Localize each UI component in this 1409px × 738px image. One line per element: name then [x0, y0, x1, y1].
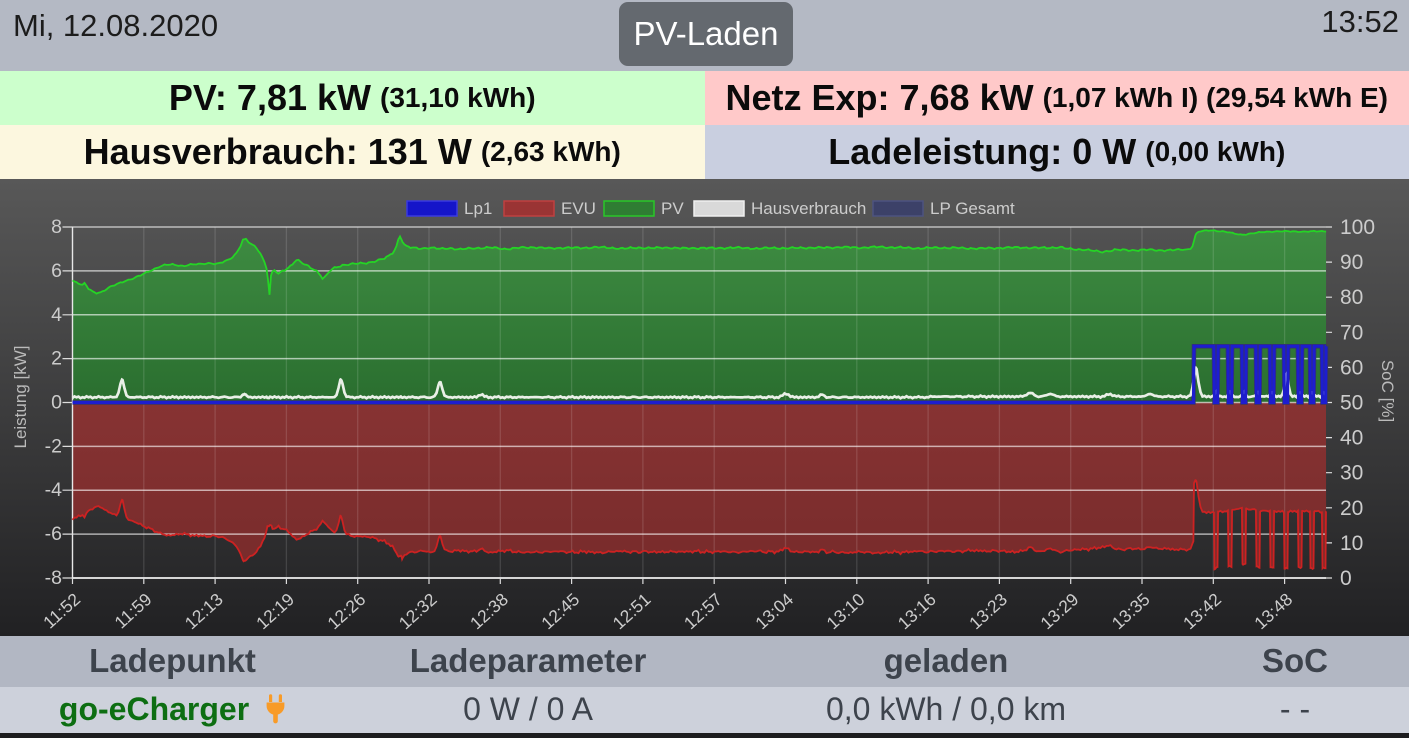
svg-text:SoC [%]: SoC [%] — [1378, 360, 1397, 422]
svg-text:Leistung [kW]: Leistung [kW] — [11, 346, 30, 449]
svg-text:EVU: EVU — [561, 199, 596, 218]
svg-text:-4: -4 — [45, 479, 62, 501]
svg-text:Hausverbrauch: Hausverbrauch — [751, 199, 866, 218]
svg-text:8: 8 — [51, 216, 62, 238]
svg-text:6: 6 — [51, 260, 62, 282]
svg-text:2: 2 — [51, 348, 62, 370]
svg-text:Lp1: Lp1 — [464, 199, 492, 218]
svg-text:PV: PV — [661, 199, 684, 218]
svg-text:50: 50 — [1340, 392, 1363, 415]
svg-text:70: 70 — [1340, 321, 1363, 344]
svg-text:0: 0 — [51, 392, 62, 414]
svg-text:60: 60 — [1340, 356, 1363, 379]
svg-text:90: 90 — [1340, 251, 1363, 274]
svg-text:4: 4 — [51, 304, 62, 326]
svg-text:20: 20 — [1340, 497, 1363, 520]
svg-text:100: 100 — [1340, 216, 1375, 239]
svg-text:10: 10 — [1340, 532, 1363, 555]
svg-text:40: 40 — [1340, 427, 1363, 450]
svg-text:80: 80 — [1340, 286, 1363, 309]
svg-text:0: 0 — [1340, 567, 1352, 590]
svg-text:-8: -8 — [45, 567, 62, 589]
svg-text:-6: -6 — [45, 523, 62, 545]
svg-text:30: 30 — [1340, 462, 1363, 485]
svg-text:-2: -2 — [45, 435, 62, 457]
svg-text:LP Gesamt: LP Gesamt — [930, 199, 1015, 218]
